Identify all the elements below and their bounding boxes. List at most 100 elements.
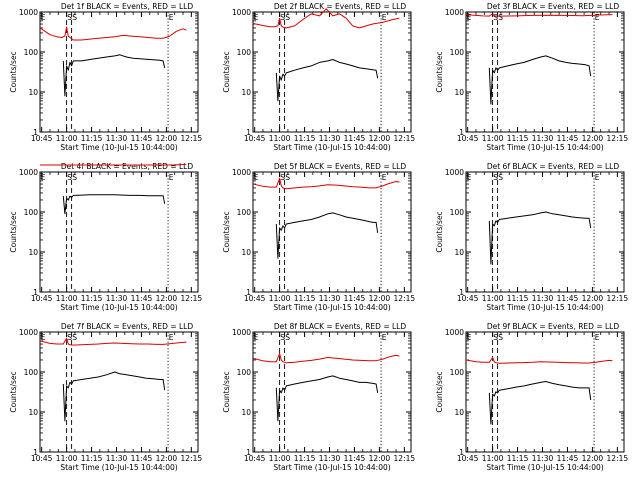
panel-title: Det 7f BLACK = Events, RED = LLD xyxy=(61,322,194,331)
series-line-lld xyxy=(39,26,187,41)
x-tick-label: 12:15 xyxy=(181,134,203,143)
y-tick-label: 100 xyxy=(24,208,39,217)
chart-panel-5: Det 5f BLACK = Events, RED = LLD 1 10 100 10… xyxy=(222,162,415,312)
x-tick-label: 11:15 xyxy=(81,454,103,463)
x-tick-label: 10:45 xyxy=(244,134,266,143)
x-tick-label: 11:45 xyxy=(344,294,366,303)
y-axis-label: Counts/sec xyxy=(435,371,444,412)
series-line-lld xyxy=(465,357,613,364)
x-axis-label: Start Time (10-Jul-15 10:44:00) xyxy=(486,143,603,152)
panel-title: Det 1f BLACK = Events, RED = LLD xyxy=(61,2,194,11)
x-tick-label: 11:30 xyxy=(106,454,128,463)
y-axis-label: Counts/sec xyxy=(222,51,231,92)
series-line-events xyxy=(275,212,379,259)
series-line-events xyxy=(488,55,592,105)
y-tick-label: 1000 xyxy=(445,8,464,17)
y-tick-label: 1 xyxy=(459,288,464,297)
series-line-lld xyxy=(39,337,187,346)
panel-title: Det 3f BLACK = Events, RED = LLD xyxy=(487,2,620,11)
panel-title: Det 5f BLACK = Events, RED = LLD xyxy=(274,162,407,171)
y-tick-label: 100 xyxy=(24,368,39,377)
y-tick-label: 1 xyxy=(459,448,464,457)
marker-label: E xyxy=(382,13,387,22)
x-tick-label: 10:45 xyxy=(31,134,53,143)
marker-label: S xyxy=(72,333,77,342)
marker-label: S xyxy=(72,13,77,22)
marker-label: S xyxy=(280,173,285,182)
x-tick-label: 11:15 xyxy=(507,134,529,143)
y-tick-label: 1000 xyxy=(232,328,251,337)
x-tick-label: 12:15 xyxy=(607,134,629,143)
x-tick-label: 10:45 xyxy=(31,294,53,303)
x-tick-label: 11:45 xyxy=(557,454,579,463)
x-axis-label: Start Time (10-Jul-15 10:44:00) xyxy=(60,143,177,152)
y-tick-label: 100 xyxy=(237,48,252,57)
x-tick-label: 11:30 xyxy=(532,454,554,463)
x-axis-label: Start Time (10-Jul-15 10:44:00) xyxy=(486,463,603,472)
marker-label: E xyxy=(41,333,46,342)
x-tick-label: 10:45 xyxy=(31,454,53,463)
y-axis-label: Counts/sec xyxy=(435,211,444,252)
marker-label: S xyxy=(285,173,290,182)
y-tick-label: 100 xyxy=(450,368,465,377)
y-tick-label: 1 xyxy=(33,128,38,137)
x-tick-label: 11:00 xyxy=(269,294,291,303)
marker-label: E xyxy=(467,173,472,182)
x-axis-label: Start Time (10-Jul-15 10:44:00) xyxy=(60,463,177,472)
x-tick-label: 11:30 xyxy=(106,134,128,143)
y-axis-label: Counts/sec xyxy=(222,371,231,412)
chart-panel-4: Det 4f BLACK = Events, RED = LLD 1 10 100 10… xyxy=(9,162,202,312)
y-tick-label: 100 xyxy=(450,208,465,217)
x-tick-label: 11:45 xyxy=(344,454,366,463)
plot-frame xyxy=(39,11,199,133)
plot-frame xyxy=(465,171,625,293)
x-tick-label: 12:15 xyxy=(607,454,629,463)
y-tick-label: 10 xyxy=(241,248,251,257)
x-tick-label: 11:00 xyxy=(56,454,78,463)
y-tick-label: 1000 xyxy=(445,168,464,177)
marker-label: S xyxy=(72,173,77,182)
marker-label: S xyxy=(493,13,498,22)
series-line-lld xyxy=(252,177,400,190)
chart-panel-1: Det 1f BLACK = Events, RED = LLD 1 10 100 10… xyxy=(9,2,202,152)
y-tick-label: 1000 xyxy=(19,328,38,337)
y-tick-label: 1 xyxy=(33,288,38,297)
marker-label: E xyxy=(595,333,600,342)
y-tick-label: 10 xyxy=(28,408,38,417)
x-tick-label: 12:15 xyxy=(394,454,416,463)
marker-label: S xyxy=(67,13,72,22)
x-tick-label: 11:30 xyxy=(319,294,341,303)
marker-label: E xyxy=(169,173,174,182)
x-tick-label: 11:15 xyxy=(294,294,316,303)
y-tick-label: 1000 xyxy=(232,168,251,177)
series-line-lld xyxy=(465,13,613,17)
x-axis-label: Start Time (10-Jul-15 10:44:00) xyxy=(273,303,390,312)
x-axis-label: Start Time (10-Jul-15 10:44:00) xyxy=(486,303,603,312)
x-tick-label: 11:45 xyxy=(131,134,153,143)
panel-title: Det 6f BLACK = Events, RED = LLD xyxy=(487,162,620,171)
x-tick-label: 12:00 xyxy=(156,134,178,143)
panel-title: Det 4f BLACK = Events, RED = LLD xyxy=(61,162,194,171)
y-tick-label: 1000 xyxy=(445,328,464,337)
x-tick-label: 12:00 xyxy=(582,294,604,303)
x-tick-label: 11:15 xyxy=(81,294,103,303)
x-tick-label: 10:45 xyxy=(244,294,266,303)
x-tick-label: 11:00 xyxy=(482,134,504,143)
plot-frame xyxy=(252,171,412,293)
x-tick-label: 11:15 xyxy=(294,454,316,463)
y-tick-label: 10 xyxy=(241,408,251,417)
plot-frame xyxy=(252,331,412,453)
x-tick-label: 12:15 xyxy=(607,294,629,303)
chart-panel-7: Det 7f BLACK = Events, RED = LLD 1 10 100 10… xyxy=(9,322,202,472)
marker-label: S xyxy=(67,333,72,342)
marker-label: S xyxy=(285,333,290,342)
x-tick-label: 12:00 xyxy=(156,294,178,303)
x-axis-label: Start Time (10-Jul-15 10:44:00) xyxy=(60,303,177,312)
plot-frame xyxy=(465,331,625,453)
y-tick-label: 100 xyxy=(237,368,252,377)
x-axis-label: Start Time (10-Jul-15 10:44:00) xyxy=(273,463,390,472)
x-tick-label: 11:45 xyxy=(131,294,153,303)
marker-label: E xyxy=(169,13,174,22)
x-tick-label: 11:30 xyxy=(532,134,554,143)
plot-frame xyxy=(39,171,199,293)
